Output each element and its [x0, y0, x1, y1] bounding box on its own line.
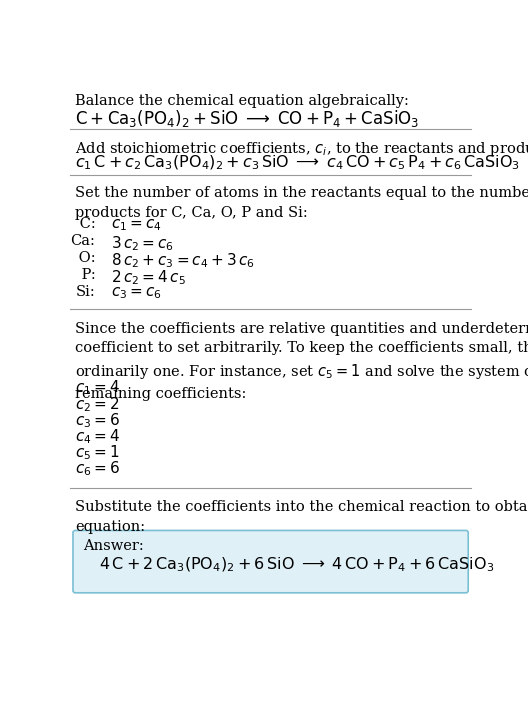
Text: Ca:: Ca: — [71, 234, 96, 248]
Text: $\mathsf{C + Ca_3(PO_4)_2 + SiO \;\longrightarrow\; CO + P_4 + CaSiO_3}$: $\mathsf{C + Ca_3(PO_4)_2 + SiO \;\longr… — [76, 108, 420, 129]
Text: Substitute the coefficients into the chemical reaction to obtain the balanced
eq: Substitute the coefficients into the che… — [76, 500, 528, 534]
Text: $4\,\mathsf{C} + 2\,\mathsf{Ca_3(PO_4)_2} + 6\,\mathsf{SiO} \;\longrightarrow\; : $4\,\mathsf{C} + 2\,\mathsf{Ca_3(PO_4)_2… — [99, 556, 494, 574]
Text: Add stoichiometric coefficients, $c_i$, to the reactants and products:: Add stoichiometric coefficients, $c_i$, … — [76, 140, 528, 158]
Text: Si:: Si: — [76, 285, 96, 299]
Text: $c_3 = c_6$: $c_3 = c_6$ — [111, 285, 162, 301]
Text: Balance the chemical equation algebraically:: Balance the chemical equation algebraica… — [76, 94, 409, 108]
Text: $8\,c_2 + c_3 = c_4 + 3\,c_6$: $8\,c_2 + c_3 = c_4 + 3\,c_6$ — [111, 251, 255, 270]
Text: $c_6 = 6$: $c_6 = 6$ — [76, 460, 120, 478]
Text: $c_4 = 4$: $c_4 = 4$ — [76, 427, 120, 446]
Text: Set the number of atoms in the reactants equal to the number of atoms in the
pro: Set the number of atoms in the reactants… — [76, 186, 528, 220]
Text: $c_3 = 6$: $c_3 = 6$ — [76, 411, 120, 430]
Text: $c_2 = 2$: $c_2 = 2$ — [76, 395, 120, 414]
Text: P:: P: — [77, 268, 96, 282]
Text: $c_1 = 4$: $c_1 = 4$ — [76, 379, 120, 398]
Text: Answer:: Answer: — [83, 539, 144, 553]
Text: C:: C: — [74, 217, 96, 231]
Text: $2\,c_2 = 4\,c_5$: $2\,c_2 = 4\,c_5$ — [111, 268, 186, 286]
Text: $c_5 = 1$: $c_5 = 1$ — [76, 444, 120, 462]
Text: O:: O: — [74, 251, 96, 265]
Text: $c_1 = c_4$: $c_1 = c_4$ — [111, 217, 162, 233]
FancyBboxPatch shape — [73, 531, 468, 593]
Text: $c_1\,\mathsf{C} + c_2\,\mathsf{Ca_3(PO_4)_2} + c_3\,\mathsf{SiO} \;\longrightar: $c_1\,\mathsf{C} + c_2\,\mathsf{Ca_3(PO_… — [76, 154, 521, 172]
Text: Since the coefficients are relative quantities and underdetermined, choose a
coe: Since the coefficients are relative quan… — [76, 322, 528, 401]
Text: $3\,c_2 = c_6$: $3\,c_2 = c_6$ — [111, 234, 174, 253]
